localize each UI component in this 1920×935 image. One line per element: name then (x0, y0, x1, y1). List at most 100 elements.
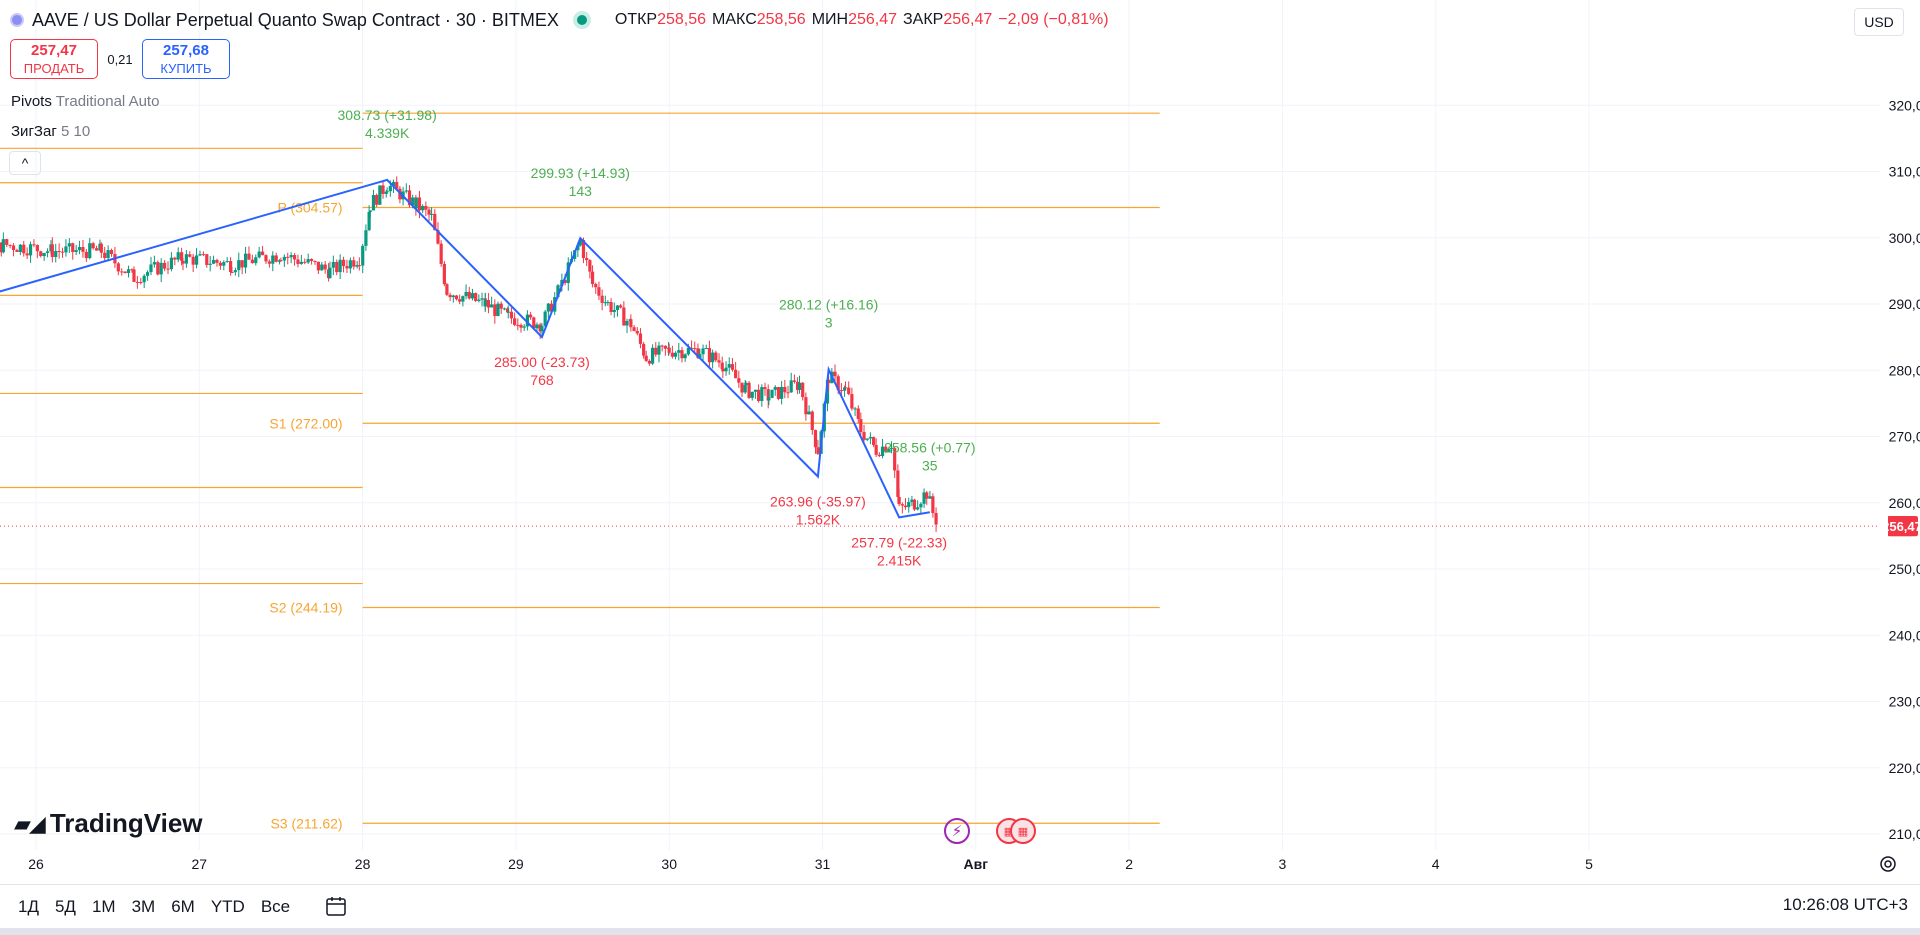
candle-body (228, 261, 233, 273)
candle-body (313, 261, 317, 263)
candle-body (900, 504, 904, 506)
range-1m-button[interactable]: 1М (91, 896, 116, 916)
range-1d-button[interactable]: 1Д (18, 896, 39, 916)
candle-body (773, 387, 777, 390)
candle-body (827, 379, 831, 384)
candle-body (606, 302, 610, 304)
candle-body (0, 242, 3, 253)
candle-body (64, 246, 68, 253)
candle-body (32, 244, 36, 246)
candle-body (600, 295, 604, 303)
candle-body (847, 387, 851, 395)
candle-body (753, 389, 758, 392)
candle-body (22, 244, 26, 254)
axis-settings-icon[interactable] (1877, 853, 1899, 875)
collapse-legend-button[interactable]: ^ (9, 151, 41, 175)
candle-body (833, 371, 837, 377)
market-status-icon[interactable] (576, 15, 587, 25)
candle-body (458, 299, 462, 302)
event-lightning-icon[interactable]: ⚡ (944, 818, 970, 844)
candle-body (240, 260, 244, 268)
candle-body (522, 326, 526, 328)
time-tick-label: 26 (28, 856, 44, 872)
candle-body (250, 259, 254, 264)
range-all-button[interactable]: Все (260, 896, 291, 916)
candle-body (647, 360, 651, 364)
candle-body (519, 324, 523, 328)
buy-price: 257,68 (163, 42, 209, 59)
candle-body (721, 368, 725, 372)
trade-panel: 257,47 ПРОДАТЬ 0,21 257,68 КУПИТЬ (10, 39, 230, 79)
sell-button[interactable]: 257,47 ПРОДАТЬ (10, 39, 98, 79)
candle-body (237, 260, 241, 271)
candle-body (635, 330, 639, 334)
candle-body (801, 382, 805, 398)
candle-body (205, 254, 209, 265)
candle-body (88, 243, 92, 259)
candle-body (566, 262, 570, 284)
candle-body (516, 324, 520, 326)
candle-body (436, 230, 440, 244)
candle-body (874, 445, 878, 455)
time-axis: 26 27 28 29 30 31 Авг 2 3 4 5 (28, 856, 1593, 872)
candle-body (123, 271, 127, 274)
candle-body (145, 272, 150, 276)
candle-body (348, 260, 352, 269)
candle-body (467, 291, 471, 299)
candle-body (470, 293, 475, 299)
zigzag-polyline (0, 178, 930, 519)
candle-body (585, 257, 589, 261)
candle-body (701, 348, 705, 355)
candle-body (711, 352, 715, 363)
candle-body (483, 299, 487, 307)
chevron-up-icon: ^ (21, 155, 29, 171)
go-to-date-icon[interactable] (325, 896, 349, 918)
range-6m-button[interactable]: 6М (171, 896, 195, 916)
candle-body (433, 213, 437, 231)
candle-body (767, 397, 771, 401)
candle-body (887, 449, 891, 452)
price-tick-label: 300,00 (1889, 230, 1920, 246)
pivot-label: S2 (244.19) (269, 599, 342, 615)
candle-body (872, 437, 876, 446)
pivot-levels: P (304.57) S1 (272.00) S2 (244.19) S3 (211.… (0, 112, 1880, 831)
candle-body (257, 251, 261, 258)
candle-body (603, 302, 607, 304)
candle-body (535, 324, 539, 329)
candle-body (714, 352, 718, 361)
clock-timezone[interactable]: 10:26:08 UTC+3 (1782, 895, 1908, 914)
candle-body (296, 259, 300, 264)
candle-body (862, 432, 866, 440)
buy-button[interactable]: 257,68 КУПИТЬ (142, 39, 230, 79)
indicator-zigzag[interactable]: ЗигЗаг 5 10 (11, 123, 90, 140)
price-tick-label: 280,00 (1889, 362, 1920, 378)
candle-body (907, 502, 911, 508)
indicator-pivots[interactable]: Pivots Traditional Auto (11, 93, 159, 110)
candle-body (581, 239, 586, 258)
candle-body (505, 308, 510, 313)
chart-area[interactable]: P (304.57) S1 (272.00) S2 (244.19) S3 (211.… (0, 0, 1920, 884)
last-price-badge (1888, 516, 1918, 537)
sell-label: ПРОДАТЬ (23, 61, 85, 76)
candle-body (289, 255, 293, 258)
candle-body (789, 380, 793, 393)
candle-body (247, 253, 251, 260)
range-5d-button[interactable]: 5Д (54, 896, 76, 916)
pivot-label: S1 (272.00) (269, 415, 342, 431)
candle-body (612, 310, 616, 312)
candle-body (850, 394, 854, 409)
candle-body (877, 454, 881, 457)
range-3m-button[interactable]: 3М (131, 896, 156, 916)
candle-body (77, 247, 82, 251)
candle-body (414, 197, 418, 209)
chart-header: AAVE / US Dollar Perpetual Quanto Swap C… (10, 9, 1109, 31)
candle-body (120, 271, 124, 273)
candle-body (233, 270, 237, 273)
currency-select[interactable]: USD (1854, 8, 1904, 36)
symbol-title[interactable]: AAVE / US Dollar Perpetual Quanto Swap C… (32, 9, 559, 30)
pivot-label: P (304.57) (277, 199, 342, 215)
candle-body (341, 259, 346, 267)
event-us-flag-icon[interactable]: ▦ (1010, 818, 1036, 844)
range-ytd-button[interactable]: YTD (210, 896, 245, 916)
candle-body (254, 257, 258, 264)
